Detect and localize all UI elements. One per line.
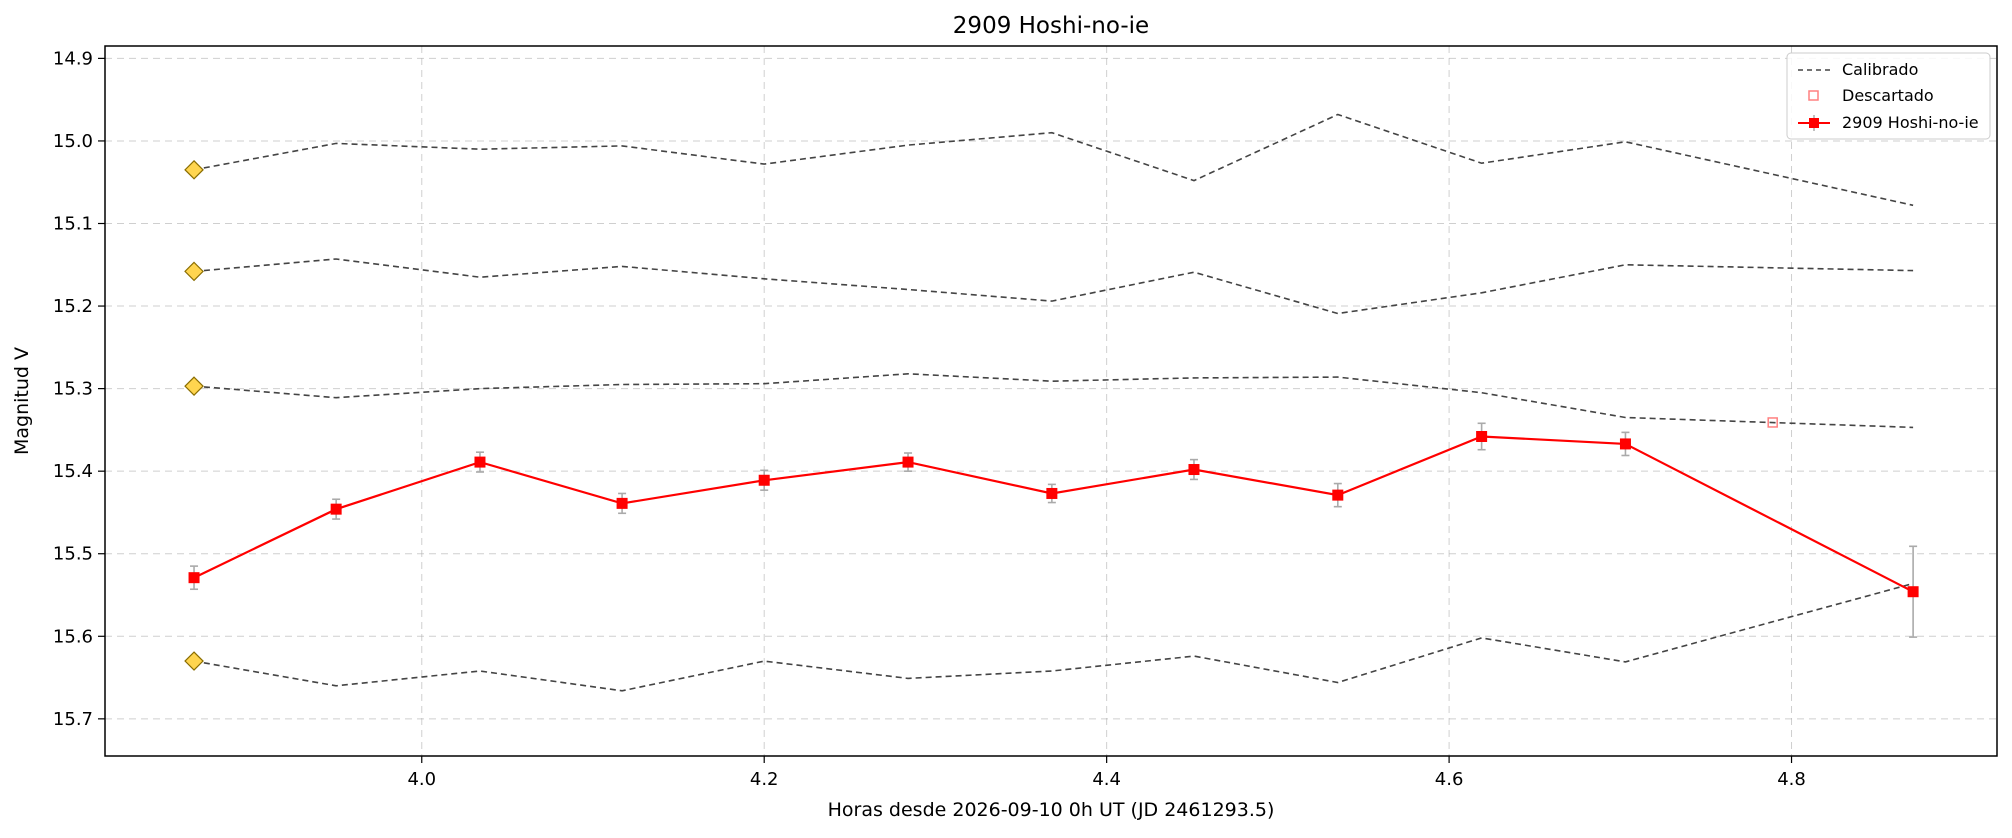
target-point <box>474 456 486 468</box>
target-point <box>1907 586 1919 598</box>
y-tick-label: 15.2 <box>53 296 93 317</box>
series-layer <box>184 113 1919 692</box>
legend-box <box>1786 52 1991 140</box>
discarded-point <box>1767 417 1778 428</box>
x-tick-label: 4.6 <box>1435 769 1464 790</box>
legend-label-calibrated: Calibrado <box>1842 60 1918 79</box>
x-tick-label: 4.8 <box>1777 769 1806 790</box>
reference-star-marker <box>184 159 204 180</box>
target-point <box>616 497 628 509</box>
reference-star-marker <box>184 651 204 671</box>
legend: Calibrado Descartado 2909 Hoshi-no-ie <box>1786 52 1991 140</box>
reference-star-marker <box>184 261 204 282</box>
x-tick-label: 4.2 <box>750 769 779 790</box>
y-tick-label: 15.4 <box>53 461 93 482</box>
x-axis-label: Horas desde 2026-09-10 0h UT (JD 2461293… <box>828 799 1275 821</box>
target-point <box>1188 464 1200 476</box>
comparison-series-line-3 <box>193 372 1914 429</box>
comparison-series-line-4 <box>193 582 1914 692</box>
comparison-series-line-2 <box>193 258 1914 315</box>
y-tick-label: 15.1 <box>53 214 93 235</box>
target-point <box>1046 487 1058 499</box>
target-series-line <box>193 435 1914 593</box>
legend-label-discarded: Descartado <box>1842 86 1934 105</box>
comparison-series-line-1 <box>193 113 1914 207</box>
reference-star-marker <box>184 376 204 396</box>
plot-frame <box>104 45 1998 757</box>
y-tick-label: 15.0 <box>53 131 93 152</box>
y-tick-label: 15.6 <box>53 626 93 647</box>
target-point <box>1332 489 1344 501</box>
y-axis-label: Magnitud V <box>11 347 33 455</box>
target-point <box>1619 438 1631 450</box>
y-tick-label: 14.9 <box>53 48 93 69</box>
legend-swatch-discarded <box>1808 90 1819 101</box>
y-tick-label: 15.3 <box>53 379 93 400</box>
tick-layer: 4.0 4.2 4.4 4.6 4.8 14.9 15.0 15.1 15.2 15.3 15.4 1… <box>53 48 1806 790</box>
chart-title: 2909 Hoshi-no-ie <box>953 13 1149 39</box>
y-tick-label: 15.5 <box>53 544 93 565</box>
y-tick-label: 15.7 <box>53 709 93 730</box>
x-tick-label: 4.0 <box>407 769 436 790</box>
legend-swatch-target-marker <box>1809 118 1819 128</box>
legend-label-target: 2909 Hoshi-no-ie <box>1842 113 1979 132</box>
target-point <box>330 503 342 515</box>
target-point <box>1476 431 1488 442</box>
target-point <box>902 456 914 468</box>
x-tick-label: 4.4 <box>1092 769 1121 790</box>
target-point <box>758 474 770 486</box>
grid-layer <box>105 46 1997 756</box>
target-point <box>188 572 200 584</box>
